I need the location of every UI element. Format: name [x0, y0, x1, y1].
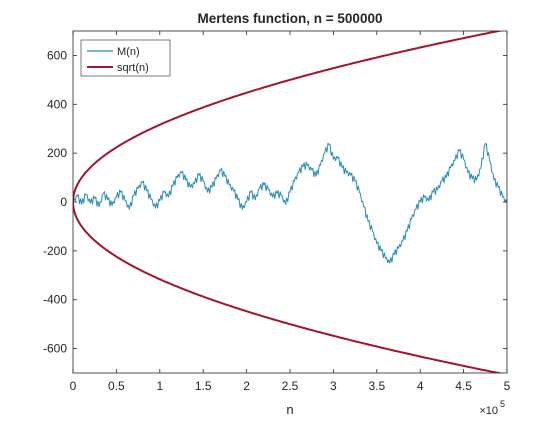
x-tick-label: 0: [70, 379, 77, 393]
series-sqrt-upper-line: [73, 31, 504, 202]
legend-label-sqrt: sqrt(n): [117, 62, 149, 74]
y-tick-label: 400: [47, 97, 67, 111]
x-axis-label: n: [286, 402, 293, 417]
y-tick-label: 0: [60, 195, 67, 209]
y-tick-label: 600: [47, 48, 67, 62]
legend-box: [80, 39, 171, 77]
series-layer: [73, 31, 507, 373]
x-exponent-power: 5: [500, 399, 505, 409]
x-tick-label: 2: [243, 379, 250, 393]
series-sqrt-lower-line: [73, 202, 504, 373]
y-tick-label: -600: [43, 342, 67, 356]
x-tick-label: 5: [504, 379, 511, 393]
x-tick-label: 1: [156, 379, 163, 393]
legend: M(n) sqrt(n): [80, 39, 171, 77]
x-tick-label: 4: [417, 379, 424, 393]
chart-title: Mertens function, n = 500000: [198, 11, 383, 26]
x-tick-label: 3.5: [368, 379, 385, 393]
legend-label-mn: M(n): [117, 46, 140, 58]
plot-area: [73, 31, 507, 373]
y-tick-label: -200: [43, 244, 67, 258]
tick-layer: 0 0.5 1 1.5 2 2.5 3 3.5 4 4.5 5 600 400 200 0 -200 -400 -…: [43, 31, 511, 393]
y-tick-label: -400: [43, 293, 67, 307]
x-exponent-label: ×10: [479, 405, 498, 417]
x-tick-label: 3: [330, 379, 337, 393]
x-tick-label: 2.5: [282, 379, 299, 393]
x-tick-label: 0.5: [108, 379, 125, 393]
x-tick-label: 1.5: [195, 379, 212, 393]
series-mn-line: [73, 142, 507, 264]
y-tick-label: 200: [47, 146, 67, 160]
x-tick-label: 4.5: [455, 379, 472, 393]
